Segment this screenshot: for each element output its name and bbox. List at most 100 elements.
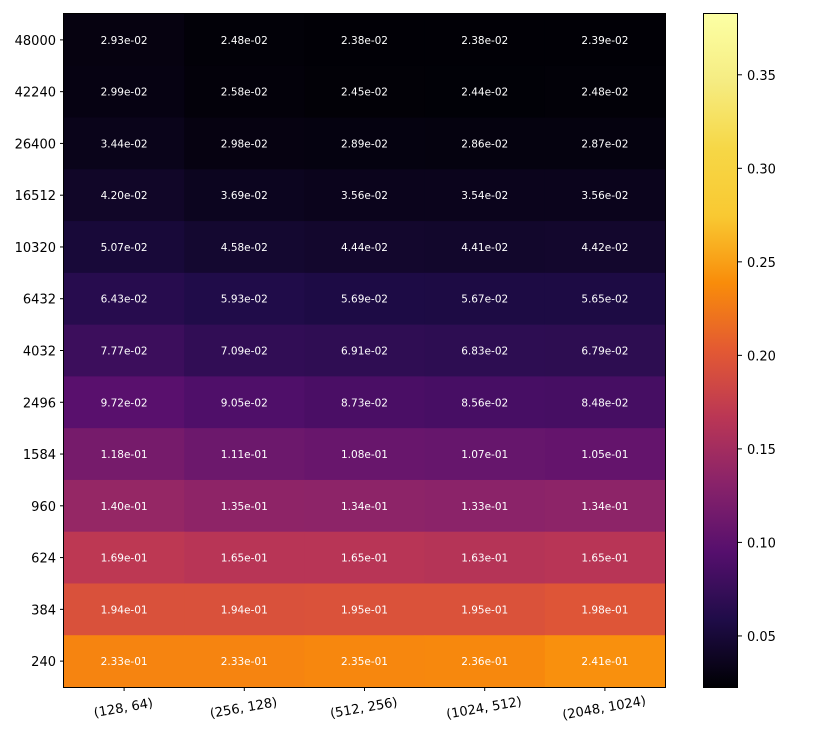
heatmap-cell — [64, 479, 185, 533]
heatmap-cell — [424, 583, 546, 636]
colorbar-tick-label: 0.10 — [747, 536, 776, 551]
heatmap-cell — [304, 221, 426, 274]
cell-value-label: 5.07e-02 — [101, 242, 148, 254]
cell-value-label: 5.67e-02 — [461, 294, 508, 306]
y-tick-label: 16512 — [15, 189, 56, 204]
cell-value-label: 2.35e-01 — [341, 656, 388, 668]
cell-value-label: 1.94e-01 — [101, 604, 148, 616]
heatmap-cell — [64, 376, 185, 429]
cell-value-label: 1.35e-01 — [221, 501, 268, 513]
cell-value-label: 2.89e-02 — [341, 138, 388, 150]
colorbar-tick-label: 0.30 — [747, 162, 776, 177]
heatmap-cell — [424, 221, 546, 274]
y-tick-label: 2496 — [23, 396, 56, 411]
heatmap-cell — [304, 117, 426, 170]
cell-value-label: 1.95e-01 — [341, 604, 388, 616]
heatmap-cell — [424, 14, 546, 67]
heatmap-cell — [544, 479, 666, 533]
y-tick-label: 10320 — [15, 241, 56, 256]
heatmap-cell — [64, 324, 185, 377]
heatmap-cell — [544, 117, 666, 170]
cell-value-label: 4.44e-02 — [341, 242, 388, 254]
cell-value-label: 2.44e-02 — [461, 87, 508, 99]
y-tick-label: 960 — [31, 500, 56, 515]
heatmap-cell — [304, 376, 426, 429]
cell-value-label: 2.87e-02 — [581, 138, 628, 150]
colorbar-ticks: 0.05 0.10 0.15 0.20 0.25 0.30 0.35 — [737, 69, 776, 645]
heatmap-cell — [544, 428, 666, 481]
heatmap-cell — [544, 531, 666, 585]
x-axis: (128, 64) (256, 128) (512, 256) (1024, 512)… — [93, 687, 647, 723]
cell-value-label: 2.36e-01 — [461, 656, 508, 668]
cell-value-label: 8.48e-02 — [581, 397, 628, 409]
heatmap-cell — [64, 169, 185, 222]
heatmap-cell — [304, 169, 426, 222]
heatmap-cell — [184, 376, 305, 429]
cell-labels: 2.93e-02 2.48e-02 2.38e-02 2.38e-02 2.39e-02… — [101, 35, 629, 668]
heatmap-cell — [424, 531, 546, 585]
y-tick-label: 624 — [31, 552, 56, 567]
cell-value-label: 4.58e-02 — [221, 242, 268, 254]
y-tick-label: 6432 — [23, 293, 56, 308]
cell-value-label: 1.98e-01 — [581, 604, 628, 616]
y-axis: 48000 42240 26400 16512 10320 6432 4032 2496 158… — [15, 34, 64, 670]
heatmap-cell — [64, 635, 185, 688]
heatmap-cell — [64, 531, 185, 585]
heatmap-cell — [544, 376, 666, 429]
cell-value-label: 3.44e-02 — [101, 138, 148, 150]
heatmap-cell — [304, 583, 426, 636]
cell-value-label: 1.18e-01 — [101, 449, 148, 461]
cell-value-label: 9.72e-02 — [101, 397, 148, 409]
heatmap-cell — [424, 169, 546, 222]
cell-value-label: 2.33e-01 — [221, 656, 268, 668]
cell-value-label: 1.65e-01 — [581, 553, 628, 565]
cell-value-label: 3.56e-02 — [341, 190, 388, 202]
cell-value-label: 8.56e-02 — [461, 397, 508, 409]
cell-value-label: 6.91e-02 — [341, 346, 388, 358]
heatmap-cell — [424, 428, 546, 481]
heatmap-cell — [184, 428, 305, 481]
y-tick-label: 384 — [31, 603, 56, 618]
heatmap-cell — [184, 14, 305, 67]
heatmap-cell — [304, 272, 426, 326]
cell-value-label: 2.38e-02 — [461, 35, 508, 47]
heatmap-cell — [304, 14, 426, 67]
heatmap-cell — [64, 117, 185, 170]
cell-value-label: 1.69e-01 — [101, 553, 148, 565]
cell-value-label: 1.34e-01 — [581, 501, 628, 513]
heatmap-cell — [544, 221, 666, 274]
cell-value-label: 2.86e-02 — [461, 138, 508, 150]
cell-value-label: 4.20e-02 — [101, 190, 148, 202]
heatmap-cell — [304, 635, 426, 688]
cell-value-label: 1.95e-01 — [461, 604, 508, 616]
heatmap-cell — [304, 531, 426, 585]
cell-value-label: 5.93e-02 — [221, 294, 268, 306]
y-tick-label: 240 — [31, 655, 56, 670]
cell-value-label: 2.48e-02 — [581, 87, 628, 99]
heatmap-cell — [64, 428, 185, 481]
heatmap-cell — [424, 324, 546, 377]
x-tick-label: (1024, 512) — [445, 695, 523, 723]
cell-value-label: 1.65e-01 — [221, 553, 268, 565]
x-tick-label: (256, 128) — [209, 695, 279, 722]
heatmap-cell — [184, 221, 305, 274]
heatmap-cell — [424, 117, 546, 170]
heatmap-cell — [184, 531, 305, 585]
x-tick-label: (128, 64) — [93, 696, 154, 721]
cell-value-label: 7.77e-02 — [101, 346, 148, 358]
cell-value-label: 1.94e-01 — [221, 604, 268, 616]
heatmap-cell — [64, 221, 185, 274]
cell-value-label: 7.09e-02 — [221, 346, 268, 358]
cell-value-label: 1.08e-01 — [341, 449, 388, 461]
colorbar-tick-label: 0.35 — [747, 69, 776, 84]
cell-value-label: 6.79e-02 — [581, 346, 628, 358]
cell-value-label: 2.48e-02 — [221, 35, 268, 47]
cell-value-label: 6.43e-02 — [101, 294, 148, 306]
heatmap-cell — [424, 479, 546, 533]
y-tick-label: 4032 — [23, 345, 56, 360]
cell-value-label: 3.69e-02 — [221, 190, 268, 202]
cell-value-label: 1.05e-01 — [581, 449, 628, 461]
heatmap-cell — [64, 272, 185, 326]
cell-value-label: 2.98e-02 — [221, 138, 268, 150]
